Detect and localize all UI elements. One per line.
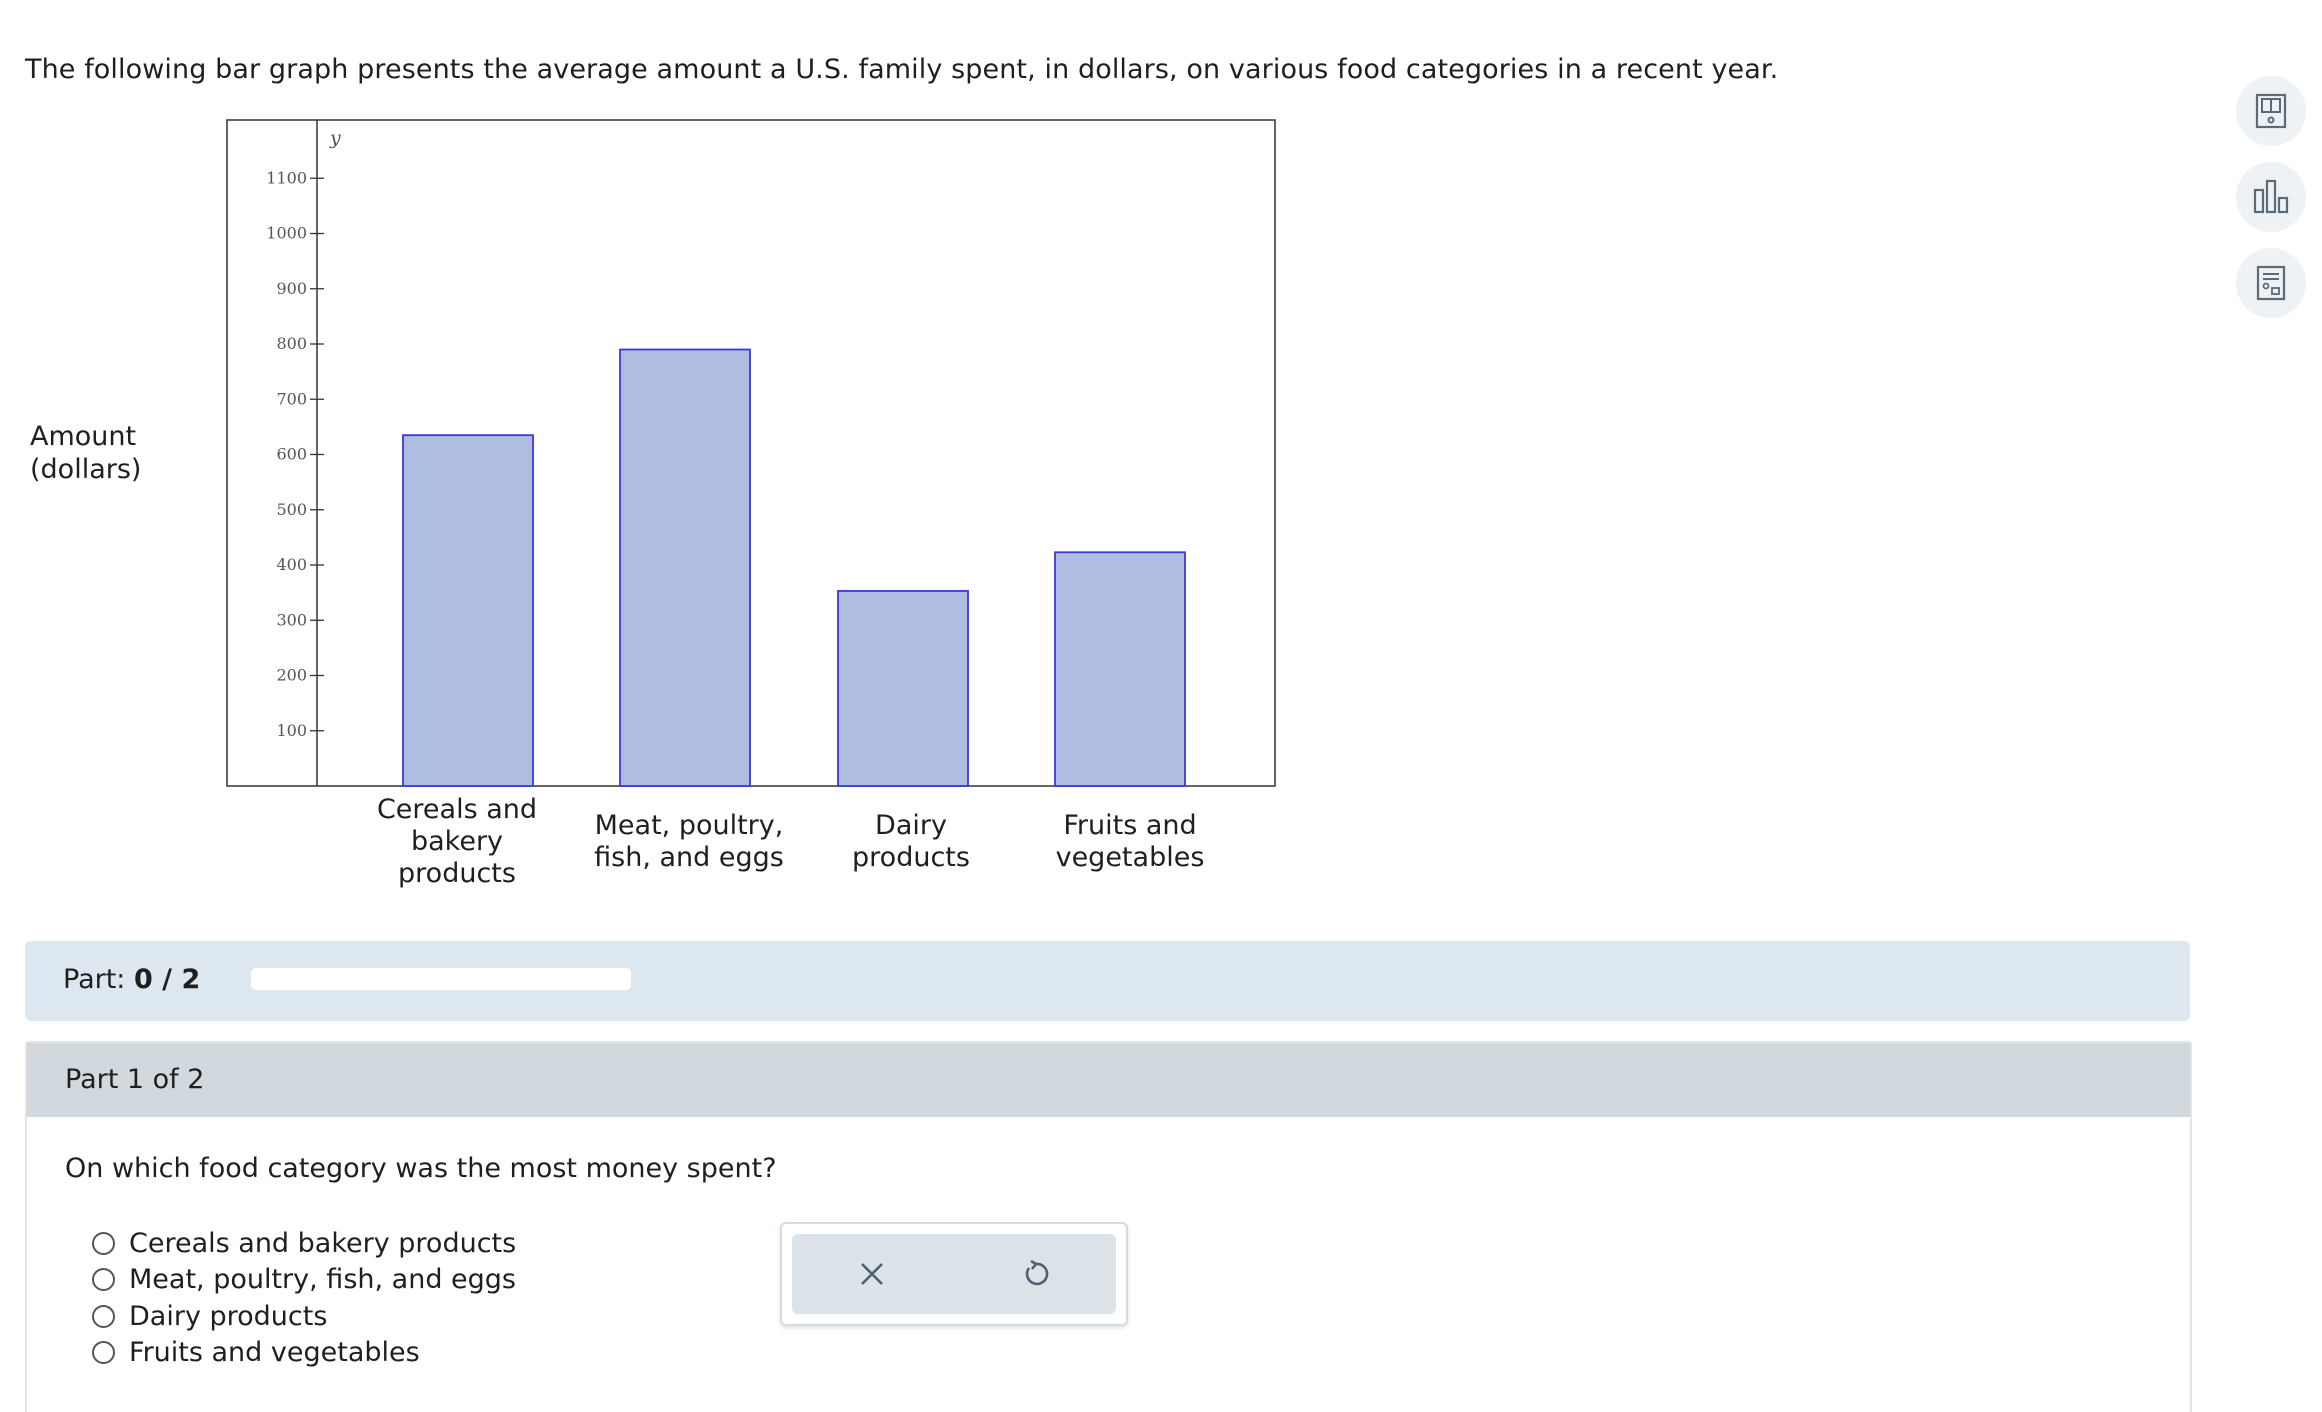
radio-button[interactable] (92, 1304, 115, 1328)
category-label-line: vegetables (1055, 842, 1205, 873)
category-label: Dairy products (791, 810, 1031, 874)
part-progress-value: 0 / 2 (134, 964, 201, 995)
category-label-line: Fruits and (1063, 810, 1197, 841)
option-label: Cereals and bakery products (129, 1227, 517, 1259)
option-meat[interactable]: Meat, poultry, fish, and eggs (92, 1262, 516, 1299)
y-axis-title: Amount (dollars) (30, 420, 141, 486)
y-axis-title-line2: (dollars) (30, 454, 142, 485)
radio-button[interactable] (92, 1341, 115, 1365)
question-text: On which food category was the most mone… (65, 1153, 777, 1184)
category-label: Meat, poultry, fish, and eggs (569, 810, 809, 874)
bar (837, 590, 969, 787)
bar (1054, 551, 1186, 787)
answer-options: Cereals and bakery products Meat, poultr… (92, 1225, 516, 1371)
category-label-line: Meat, poultry, (594, 810, 784, 841)
y-tick-label: 200 (276, 666, 307, 685)
y-tick-label: 1100 (266, 168, 307, 187)
radio-button[interactable] (92, 1231, 115, 1255)
undo-icon (1025, 1259, 1049, 1286)
clear-button[interactable] (850, 1252, 894, 1296)
category-label-line: fish, and eggs (594, 842, 784, 873)
part-card: Part 1 of 2 On which food category was t… (25, 1041, 2192, 1412)
tool-sidebar (2236, 76, 2306, 334)
category-label-line: Dairy (875, 810, 947, 841)
calculator-icon (2256, 265, 2286, 301)
bar-chart: 100 200 300 400 500 600 700 800 900 1000 1100 y (226, 119, 1276, 787)
progress-track (251, 968, 631, 990)
category-label-line: products (398, 858, 516, 889)
part-progress-bar: Part: 0 / 2 (25, 941, 2190, 1021)
y-tick-label: 500 (276, 500, 307, 519)
undo-button[interactable] (1014, 1252, 1058, 1296)
option-fruits[interactable]: Fruits and vegetables (92, 1335, 516, 1372)
y-tick-label: 600 (276, 445, 307, 464)
data-button[interactable] (2236, 162, 2306, 232)
category-label-line: products (852, 842, 970, 873)
option-label: Meat, poultry, fish, and eggs (129, 1264, 516, 1296)
part-progress-label: Part: (63, 964, 126, 995)
option-label: Fruits and vegetables (129, 1337, 420, 1369)
category-label-line: Cereals and (376, 794, 538, 825)
y-axis-title-line1: Amount (30, 421, 137, 452)
radio-button[interactable] (92, 1268, 115, 1292)
y-tick-label: 100 (276, 721, 307, 740)
y-tick-label: 1000 (266, 224, 307, 243)
bar (402, 434, 534, 787)
bar (619, 348, 751, 787)
option-cereals[interactable]: Cereals and bakery products (92, 1225, 516, 1262)
close-icon (861, 1263, 883, 1285)
y-tick-label: 900 (276, 279, 307, 298)
answer-actions (780, 1222, 1128, 1326)
y-tick-label: 400 (276, 555, 307, 574)
y-axis-symbol: y (329, 127, 341, 149)
option-label: Dairy products (129, 1300, 328, 1332)
part-progress-text: Part: 0 / 2 (63, 964, 200, 995)
option-dairy[interactable]: Dairy products (92, 1298, 516, 1335)
y-tick-label: 800 (276, 334, 307, 353)
answer-actions-panel (792, 1234, 1116, 1314)
y-tick-label: 700 (276, 389, 307, 408)
part-header: Part 1 of 2 (27, 1043, 2190, 1117)
category-label: Cereals and bakery products (337, 794, 577, 890)
category-label-line: bakery (410, 826, 504, 857)
category-label: Fruits and vegetables (1010, 810, 1250, 874)
bar-chart-icon (2253, 179, 2289, 214)
y-tick-label: 300 (276, 610, 307, 629)
ebook-icon (2255, 93, 2287, 129)
intro-text: The following bar graph presents the ave… (25, 54, 1779, 85)
ebook-button[interactable] (2236, 76, 2306, 146)
calculator-button[interactable] (2236, 248, 2306, 318)
